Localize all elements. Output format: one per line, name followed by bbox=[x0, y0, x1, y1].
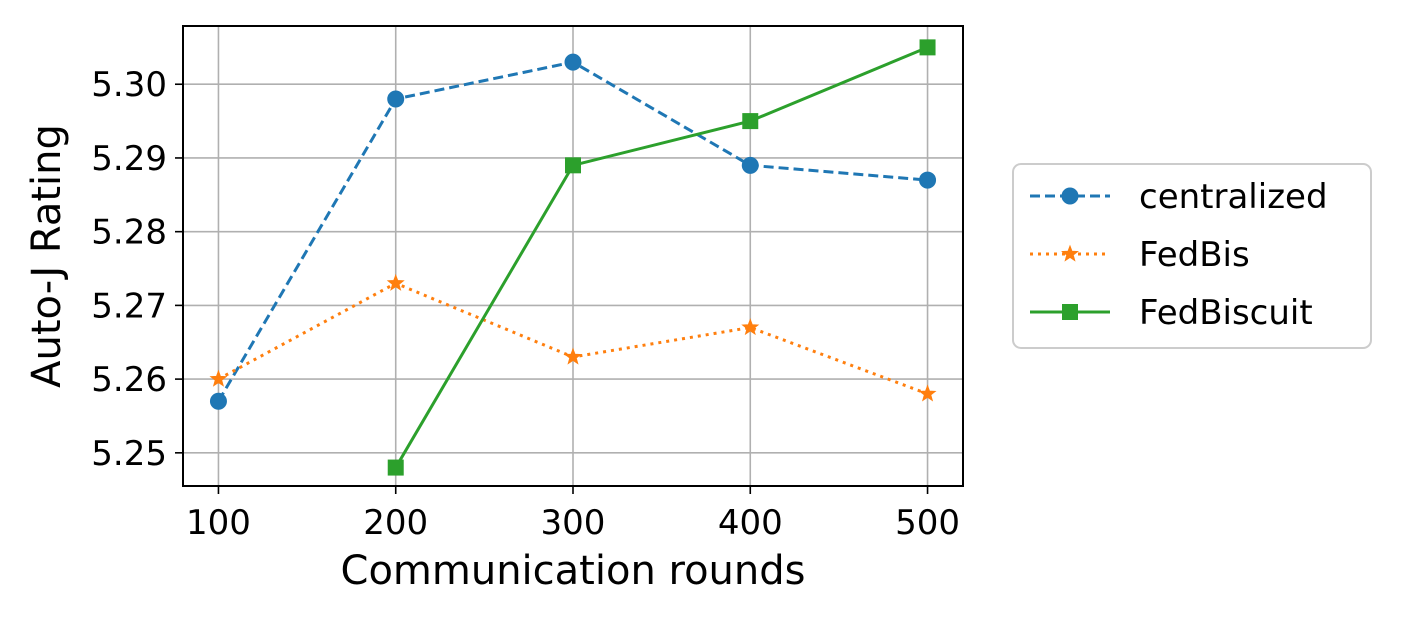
legend-marker-fedbis bbox=[1061, 244, 1079, 262]
legend-marker-centralized bbox=[1061, 187, 1079, 205]
series-layer bbox=[209, 39, 937, 476]
data-point-centralized bbox=[387, 90, 405, 108]
data-point-centralized bbox=[564, 53, 582, 71]
y-tick-label: 5.25 bbox=[91, 434, 167, 474]
legend-entry-fedbis: FedBis bbox=[1030, 235, 1250, 275]
y-tick-label: 5.30 bbox=[91, 65, 167, 105]
series-fedbis bbox=[209, 273, 937, 402]
x-axis-label: Communication rounds bbox=[341, 548, 806, 594]
series-line-fedbiscuit bbox=[394, 45, 929, 469]
legend-marker-fedbiscuit bbox=[1062, 304, 1078, 320]
data-point-fedbis bbox=[741, 318, 760, 336]
data-point-fedbis bbox=[209, 369, 228, 387]
data-point-fedbis bbox=[564, 347, 582, 365]
series-fedbiscuit bbox=[387, 39, 936, 476]
legend: centralized FedBis FedBiscuit bbox=[1012, 163, 1372, 349]
y-tick-label: 5.28 bbox=[91, 213, 167, 253]
axis-ticks: 100 200 300 400 500 5.25 5.26 5.27 5.28 5.29 5.30 bbox=[91, 65, 960, 543]
x-tick-label: 100 bbox=[186, 503, 251, 543]
legend-entry-centralized: centralized bbox=[1030, 177, 1328, 217]
x-tick-label: 500 bbox=[895, 503, 960, 543]
legend-label-centralized: centralized bbox=[1139, 177, 1328, 217]
y-axis-label: Auto-J Rating bbox=[24, 124, 70, 388]
data-point-centralized bbox=[919, 171, 937, 189]
data-point-fedbiscuit bbox=[919, 39, 936, 56]
x-tick-label: 300 bbox=[541, 503, 606, 543]
series-centralized bbox=[209, 53, 937, 410]
grid-lines bbox=[183, 26, 963, 486]
y-tick-label: 5.29 bbox=[91, 139, 167, 179]
data-point-fedbis bbox=[918, 384, 937, 402]
data-point-fedbis bbox=[386, 273, 405, 291]
x-tick-label: 400 bbox=[718, 503, 783, 543]
y-tick-label: 5.27 bbox=[91, 286, 167, 326]
data-point-fedbiscuit bbox=[387, 459, 404, 476]
legend-entry-fedbiscuit: FedBiscuit bbox=[1030, 293, 1313, 333]
data-point-fedbiscuit bbox=[565, 157, 581, 174]
x-tick-label: 200 bbox=[363, 503, 428, 543]
legend-label-fedbis: FedBis bbox=[1139, 235, 1250, 275]
legend-label-fedbiscuit: FedBiscuit bbox=[1139, 293, 1313, 333]
data-point-fedbiscuit bbox=[742, 113, 759, 130]
data-point-centralized bbox=[741, 156, 759, 174]
data-point-centralized bbox=[209, 392, 227, 410]
legend-box bbox=[1012, 163, 1372, 349]
y-tick-label: 5.26 bbox=[91, 360, 167, 400]
